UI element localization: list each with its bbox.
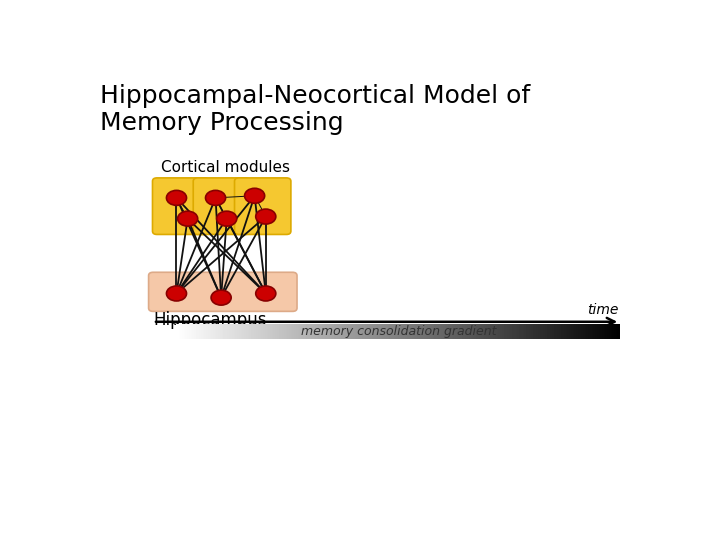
Circle shape (166, 286, 186, 301)
Text: memory consolidation gradient: memory consolidation gradient (300, 326, 496, 339)
Text: Cortical modules: Cortical modules (161, 160, 290, 175)
FancyBboxPatch shape (235, 178, 291, 234)
Circle shape (217, 211, 237, 226)
FancyBboxPatch shape (153, 178, 209, 234)
Text: Hippocampal-Neocortical Model of
Memory Processing: Hippocampal-Neocortical Model of Memory … (100, 84, 531, 136)
Circle shape (256, 209, 276, 224)
Circle shape (211, 290, 231, 305)
FancyBboxPatch shape (148, 272, 297, 312)
Text: time: time (587, 303, 618, 317)
Circle shape (256, 286, 276, 301)
Circle shape (205, 191, 225, 205)
FancyBboxPatch shape (193, 178, 250, 234)
Circle shape (166, 191, 186, 205)
Text: Hippocampus: Hippocampus (153, 311, 266, 329)
Circle shape (245, 188, 265, 203)
Circle shape (178, 211, 198, 226)
